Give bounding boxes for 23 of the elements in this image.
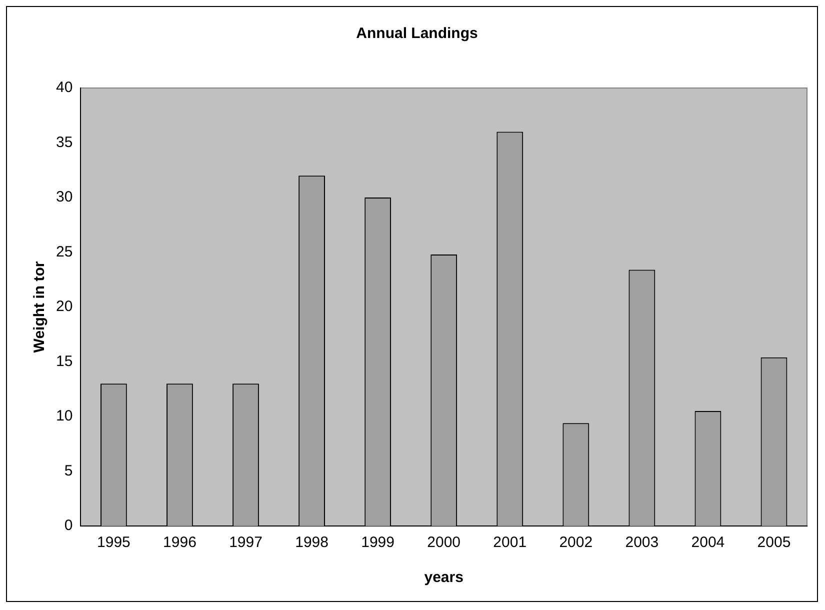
x-tick-label: 1998: [295, 534, 328, 552]
chart-title: Annual Landings: [356, 25, 478, 42]
x-tick-label: 1999: [361, 534, 394, 552]
x-tick-label: 2001: [493, 534, 527, 552]
y-tick-label: 35: [56, 134, 73, 151]
y-tick-label: 0: [64, 517, 73, 534]
y-tick-label: 40: [56, 79, 73, 96]
x-tick-label: 2002: [559, 534, 593, 552]
x-tick-label: 1997: [229, 534, 262, 552]
x-tick-label: 2000: [427, 534, 461, 552]
y-tick-label: 15: [56, 352, 73, 370]
x-tick-label: 2003: [625, 534, 659, 552]
x-tick-label: 2004: [691, 534, 725, 552]
x-tick-label: 2005: [757, 534, 791, 552]
x-tick-label: 1995: [97, 534, 130, 552]
y-tick-label: 5: [64, 462, 73, 480]
y-tick-label: 10: [56, 408, 73, 425]
x-tick-label: 1996: [163, 534, 196, 552]
x-axis-title: years: [424, 569, 464, 586]
y-axis-title: Weight in tor: [31, 261, 48, 353]
y-tick-label: 25: [56, 243, 73, 260]
y-tick-label: 20: [56, 298, 73, 316]
y-tick-label: 30: [56, 188, 73, 206]
